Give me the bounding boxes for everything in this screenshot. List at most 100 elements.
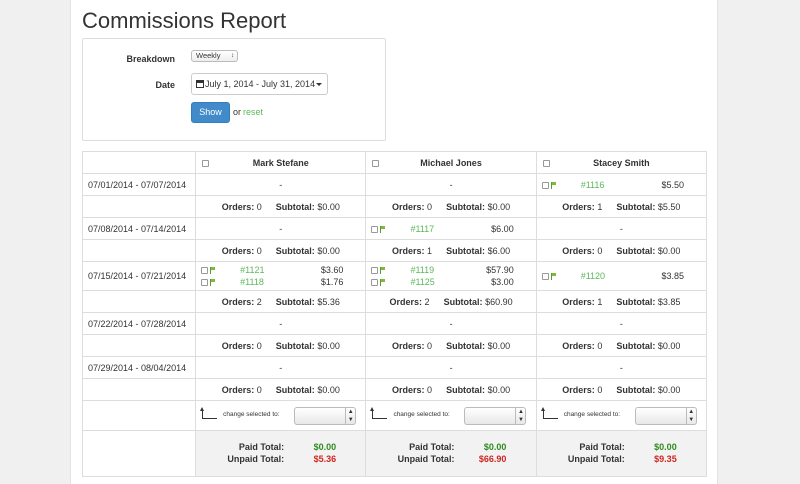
orders-label: Orders: (392, 246, 425, 256)
subtotal-value: $0.00 (488, 385, 511, 395)
subtotal-value: $0.00 (488, 202, 511, 212)
order-link[interactable]: #1116 (581, 180, 605, 190)
subtotal-cell: Orders: 0 Subtotal: $0.00 (366, 196, 536, 218)
paid-total-label: Paid Total: (565, 442, 625, 452)
unpaid-total-value: $66.90 (466, 454, 506, 464)
unpaid-total-value: $5.36 (296, 454, 336, 464)
totals-blank (83, 431, 196, 477)
orders-count: 1 (597, 202, 602, 212)
orders-count: 0 (427, 385, 432, 395)
order-link[interactable]: #1125 (410, 277, 434, 287)
subtotal-label: Subtotal: (444, 297, 483, 307)
select-all-checkbox[interactable] (372, 160, 379, 167)
status-select[interactable]: ▲ ▼ (464, 407, 526, 425)
subtotal-value: $0.00 (317, 202, 340, 212)
orders-cell: #1120 $3.85 (536, 262, 706, 291)
subtotal-label: Subtotal: (616, 385, 655, 395)
order-line: #1125 $3.00 (366, 276, 535, 288)
flag-icon[interactable] (380, 267, 385, 274)
orders-label: Orders: (392, 202, 425, 212)
subtotal-value: $0.00 (488, 341, 511, 351)
order-checkbox[interactable] (371, 279, 378, 286)
order-line: #1119 $57.90 (366, 264, 535, 276)
or-text: or (233, 107, 241, 117)
order-checkbox[interactable] (201, 267, 208, 274)
subtotal-value: $0.00 (317, 385, 340, 395)
order-amount: $5.50 (661, 180, 684, 190)
orders-label: Orders: (562, 246, 595, 256)
order-amount: $3.60 (321, 265, 344, 275)
select-arrows-icon: ▲ ▼ (515, 408, 525, 424)
select-all-checkbox[interactable] (202, 160, 209, 167)
header-blank (83, 152, 196, 174)
order-link[interactable]: #1117 (410, 224, 434, 234)
column-name: Michael Jones (420, 158, 482, 168)
orders-count: 0 (597, 385, 602, 395)
empty-orders-cell: - (536, 313, 706, 335)
order-line: #1121 $3.60 (196, 264, 365, 276)
flag-icon[interactable] (210, 267, 215, 274)
select-arrows-icon: ▲ ▼ (345, 408, 355, 424)
totals-cell: Paid Total: $0.00 Unpaid Total: $9.35 (536, 431, 706, 477)
order-link[interactable]: #1121 (240, 265, 264, 275)
subtotal-blank (83, 291, 196, 313)
subtotal-label: Subtotal: (446, 246, 485, 256)
subtotal-value: $5.50 (658, 202, 681, 212)
subtotal-blank (83, 240, 196, 262)
order-amount: $57.90 (486, 265, 514, 275)
subtotal-value: $3.85 (658, 297, 681, 307)
order-checkbox[interactable] (542, 273, 549, 280)
subtotal-row: Orders: 0 Subtotal: $0.00 Orders: 1 Subtota… (83, 240, 707, 262)
order-checkbox[interactable] (542, 182, 549, 189)
reset-link[interactable]: reset (243, 107, 263, 117)
period-row: 07/01/2014 - 07/07/2014- - #1116 $5.50 (83, 174, 707, 196)
flag-icon[interactable] (210, 279, 215, 286)
totals-row: Paid Total: $0.00 Unpaid Total: $5.36 Paid T… (83, 431, 707, 477)
order-checkbox[interactable] (371, 226, 378, 233)
orders-count: 2 (257, 297, 262, 307)
changer-blank (83, 401, 196, 431)
date-range-value: July 1, 2014 - July 31, 2014 (205, 79, 315, 89)
unpaid-total-value: $9.35 (637, 454, 677, 464)
order-amount: $1.76 (321, 277, 344, 287)
subtotal-cell: Orders: 2 Subtotal: $60.90 (366, 291, 536, 313)
orders-cell: #1117 $6.00 (366, 218, 536, 240)
empty-orders-cell: - (536, 218, 706, 240)
orders-label: Orders: (392, 341, 425, 351)
empty-orders-cell: - (196, 218, 366, 240)
subtotal-row: Orders: 2 Subtotal: $5.36 Orders: 2 Subtota… (83, 291, 707, 313)
order-line: #1116 $5.50 (537, 179, 706, 191)
order-checkbox[interactable] (201, 279, 208, 286)
subtotal-cell: Orders: 0 Subtotal: $0.00 (196, 196, 366, 218)
flag-icon[interactable] (551, 273, 556, 280)
select-all-checkbox[interactable] (543, 160, 550, 167)
unpaid-total-line: Unpaid Total: $66.90 (366, 454, 535, 466)
page-container: Commissions Report Breakdown Weekly ↕ Da… (70, 0, 718, 484)
column-name: Mark Stefane (253, 158, 309, 168)
flag-icon[interactable] (551, 182, 556, 189)
subtotal-cell: Orders: 0 Subtotal: $0.00 (196, 335, 366, 357)
order-link[interactable]: #1118 (240, 277, 264, 287)
subtotal-value: $0.00 (658, 385, 681, 395)
order-checkbox[interactable] (371, 267, 378, 274)
date-range-picker[interactable]: July 1, 2014 - July 31, 2014 (191, 73, 328, 95)
status-select[interactable]: ▲ ▼ (635, 407, 697, 425)
order-link[interactable]: #1120 (581, 271, 605, 281)
flag-icon[interactable] (380, 226, 385, 233)
breakdown-select[interactable]: Weekly ↕ (191, 50, 238, 62)
status-select[interactable]: ▲ ▼ (294, 407, 356, 425)
flag-icon[interactable] (380, 279, 385, 286)
column-header: Stacey Smith (536, 152, 706, 174)
corner-up-arrow-icon (372, 410, 387, 419)
orders-count: 0 (597, 246, 602, 256)
order-line: #1117 $6.00 (366, 223, 535, 235)
orders-count: 1 (597, 297, 602, 307)
order-link[interactable]: #1119 (410, 265, 434, 275)
totals-cell: Paid Total: $0.00 Unpaid Total: $5.36 (196, 431, 366, 477)
period-row: 07/29/2014 - 08/04/2014- - - (83, 357, 707, 379)
period-date: 07/29/2014 - 08/04/2014 (83, 357, 196, 379)
commissions-table: Mark Stefane Michael Jones Stacey Smith … (82, 151, 707, 477)
orders-label: Orders: (392, 385, 425, 395)
show-button[interactable]: Show (191, 102, 230, 123)
changer-cell: change selected to: ▲ ▼ (366, 401, 536, 431)
